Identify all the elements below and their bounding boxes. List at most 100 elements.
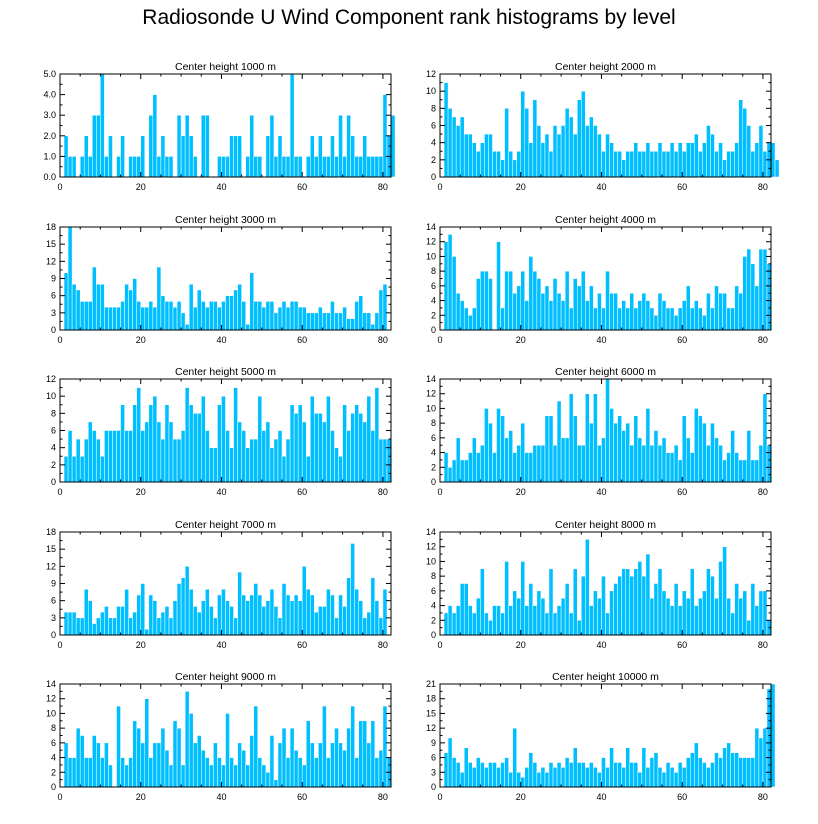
histogram-bar: [544, 133, 550, 178]
histogram-bar: [160, 611, 166, 636]
histogram-bar: [601, 437, 606, 483]
histogram-bar: [305, 456, 311, 483]
histogram-bar: [277, 617, 283, 636]
histogram-bar: [362, 421, 368, 483]
histogram-bar: [281, 583, 287, 636]
histogram-bar: [136, 301, 141, 331]
histogram-bar: [374, 600, 380, 636]
y-tick-label: 6: [431, 586, 436, 596]
histogram-bar: [609, 408, 614, 483]
x-tick-label: 20: [516, 792, 526, 802]
histogram-bar: [560, 597, 566, 636]
histogram-bar: [192, 742, 198, 788]
histogram-bar: [205, 306, 210, 331]
histogram-bar: [520, 90, 526, 178]
histogram-bar: [633, 307, 639, 331]
histogram-bar: [257, 594, 263, 636]
panel-title: Center height 10000 m: [552, 671, 659, 683]
histogram-bar: [576, 444, 582, 483]
histogram-bar: [621, 568, 626, 636]
histogram-bar: [285, 757, 291, 788]
histogram-bar: [128, 156, 133, 178]
histogram-bar: [750, 263, 756, 331]
y-tick-label: 8: [431, 418, 436, 428]
histogram-bar: [273, 156, 279, 178]
histogram-bar: [289, 404, 295, 483]
histogram-bar: [568, 612, 574, 636]
x-tick-label: 40: [216, 487, 226, 497]
histogram-bar: [661, 772, 667, 788]
histogram-bar: [350, 413, 355, 483]
y-tick-label: 10: [46, 391, 56, 401]
histogram-bar: [310, 594, 315, 636]
histogram-bar: [152, 306, 158, 331]
histogram-bar: [560, 300, 566, 331]
histogram-bar: [358, 295, 363, 331]
histogram-bar: [726, 307, 731, 331]
histogram-bar: [536, 444, 542, 483]
histogram-bar: [528, 752, 534, 788]
histogram-bar: [714, 597, 719, 636]
histogram-bar: [358, 720, 363, 788]
histogram-bar: [192, 413, 198, 483]
x-tick-label: 20: [516, 487, 526, 497]
histogram-bar: [346, 727, 351, 788]
histogram-bar: [649, 444, 655, 483]
histogram-panel: Center height 3000 m 0 20 40 60 80 0 3 6 9 12 15 18: [46, 214, 392, 345]
histogram-bar: [188, 404, 194, 483]
histogram-bar: [746, 620, 752, 636]
histogram-bar: [132, 156, 137, 178]
histogram-bar: [140, 306, 146, 331]
histogram-bar: [500, 762, 505, 788]
histogram-bar: [241, 430, 246, 483]
histogram-bar: [289, 301, 295, 331]
y-tick-label: 15: [46, 239, 56, 249]
histogram-bar: [96, 617, 101, 636]
histogram-bar: [249, 272, 255, 331]
histogram-bar: [730, 752, 735, 788]
histogram-bar: [593, 767, 598, 788]
histogram-bar: [366, 395, 372, 483]
histogram-bar: [370, 430, 376, 483]
histogram-bar: [132, 278, 137, 331]
histogram-bar: [75, 289, 81, 331]
histogram-bar: [556, 400, 562, 483]
x-tick-label: 0: [437, 792, 442, 802]
histogram-bar: [730, 612, 735, 636]
histogram-bar: [556, 605, 562, 636]
histogram-bar: [564, 437, 570, 483]
histogram-bar: [305, 156, 311, 178]
histogram-bar: [597, 772, 602, 788]
x-tick-label: 80: [758, 792, 768, 802]
histogram-bar: [585, 539, 590, 636]
histogram-bar: [556, 133, 562, 178]
histogram-bar: [374, 757, 380, 788]
histogram-bar: [71, 283, 77, 331]
histogram-bar: [710, 575, 715, 636]
y-tick-label: 6: [431, 753, 436, 763]
histogram-bar: [237, 571, 242, 636]
x-tick-label: 0: [437, 182, 442, 192]
histogram-bar: [92, 623, 97, 636]
histogram-bar: [710, 133, 715, 178]
histogram-bar: [310, 742, 315, 788]
histogram-bar: [758, 590, 764, 636]
histogram-bar: [75, 617, 81, 636]
histogram-bar: [512, 727, 517, 788]
histogram-bar: [67, 226, 73, 331]
histogram-bar: [556, 762, 562, 788]
histogram-bar: [233, 764, 238, 788]
histogram-bar: [265, 301, 271, 331]
histogram-bar: [685, 142, 691, 178]
histogram-bar: [564, 757, 570, 788]
histogram-bar: [213, 301, 218, 331]
histogram-bar: [468, 452, 473, 483]
histogram-bar: [314, 413, 319, 483]
x-tick-label: 40: [216, 792, 226, 802]
histogram-bar: [132, 611, 137, 636]
histogram-bar: [548, 415, 554, 483]
histogram-bar: [685, 437, 691, 483]
histogram-bar: [568, 307, 574, 331]
histogram-bar: [528, 142, 534, 178]
histogram-bar: [318, 606, 323, 636]
